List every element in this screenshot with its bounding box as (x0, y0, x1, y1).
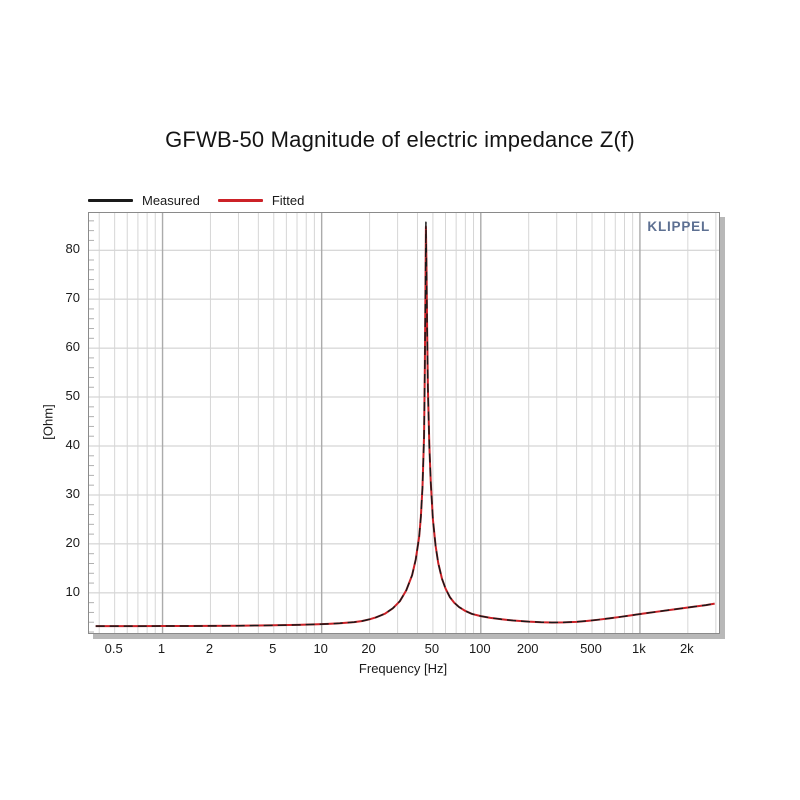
x-tick-label: 10 (313, 641, 328, 656)
y-tick-label: 30 (65, 485, 80, 501)
measured-curve (95, 221, 715, 627)
x-axis-label: Frequency [Hz] (358, 661, 448, 676)
measured-line-swatch (88, 198, 133, 202)
y-tick-label: 50 (65, 388, 80, 404)
x-tick-label: 100 (468, 641, 491, 656)
legend-label-measured: Measured (142, 192, 200, 208)
y-tick-label: 40 (65, 437, 80, 452)
fitted-line-swatch (217, 198, 263, 202)
x-tick-label: 50 (424, 641, 440, 656)
y-axis-label: [Ohm] (40, 404, 56, 440)
legend: Measured Fitted (88, 192, 304, 208)
x-tick-label: 500 (580, 641, 602, 656)
x-tick-label: 5 (269, 641, 277, 656)
klippel-watermark: KLIPPEL (647, 219, 710, 234)
x-tick-label: 0.5 (104, 641, 123, 656)
impedance-chart-svg (89, 213, 719, 633)
x-tick-label: 2 (205, 641, 214, 656)
y-tick-label: 80 (65, 241, 80, 257)
y-tick-label: 60 (65, 339, 80, 355)
x-tick-label: 2k (679, 641, 694, 656)
y-tick-label: 20 (65, 534, 80, 550)
fitted-curve (95, 225, 715, 628)
x-tick-label: 200 (516, 641, 539, 656)
legend-label-fitted: Fitted (271, 192, 305, 208)
x-tick-label: 20 (361, 641, 376, 656)
y-tick-label: 70 (65, 290, 80, 306)
y-tick-label: 10 (65, 583, 80, 599)
x-tick-label: 1k (632, 641, 646, 656)
x-tick-label: 1 (157, 641, 166, 656)
chart-title: GFWB-50 Magnitude of electric impedance … (165, 127, 635, 152)
plot-area: KLIPPEL (88, 212, 720, 634)
